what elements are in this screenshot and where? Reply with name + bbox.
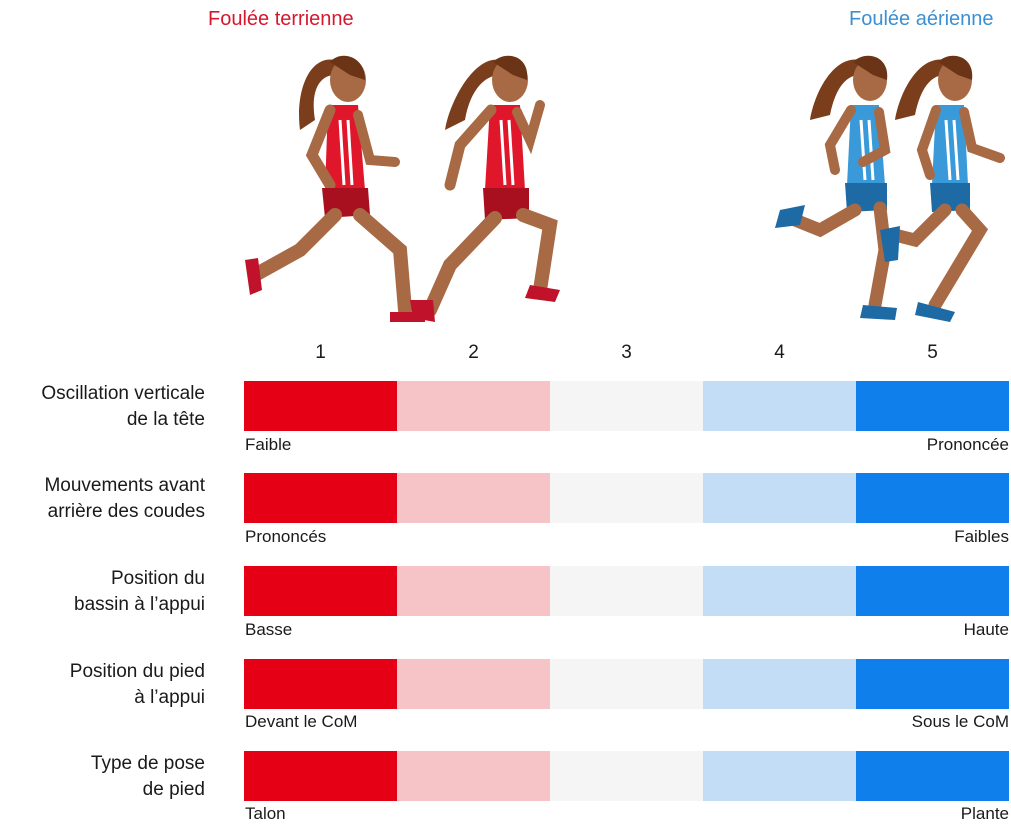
left-end-label: Prononcés bbox=[245, 527, 327, 546]
left-end-label: Devant le CoM bbox=[245, 712, 358, 731]
right-end-label: Plante bbox=[960, 804, 1009, 823]
scale-bar-foot-strike bbox=[244, 751, 1009, 801]
scale-segment-5 bbox=[856, 381, 1009, 431]
row-label-head-oscillation: Oscillation verticale de la tête bbox=[41, 383, 205, 430]
scale-segment-3 bbox=[550, 381, 703, 431]
scale-segment-3 bbox=[550, 566, 703, 616]
scale-segment-3 bbox=[550, 659, 703, 709]
right-end-label: Prononcée bbox=[926, 435, 1009, 454]
left-end-label: Faible bbox=[245, 435, 292, 454]
scale-segment-1 bbox=[244, 751, 397, 801]
runner-red-2-illustration bbox=[410, 55, 560, 322]
scale-segment-1 bbox=[244, 659, 397, 709]
scale-segment-1 bbox=[244, 566, 397, 616]
left-end-label: Talon bbox=[245, 804, 286, 823]
right-end-label: Sous le CoM bbox=[911, 712, 1009, 731]
runner-red-1-illustration bbox=[245, 55, 425, 322]
scale-bar-pelvis-position bbox=[244, 566, 1009, 616]
scale-segment-1 bbox=[244, 473, 397, 523]
scale-segment-5 bbox=[856, 566, 1009, 616]
scale-segment-4 bbox=[703, 566, 856, 616]
scale-segment-5 bbox=[856, 751, 1009, 801]
scale-segment-1 bbox=[244, 381, 397, 431]
scale-segment-2 bbox=[397, 659, 550, 709]
scale-segment-3 bbox=[550, 473, 703, 523]
scale-segment-4 bbox=[703, 473, 856, 523]
right-end-label: Haute bbox=[963, 620, 1009, 639]
scale-number-1: 1 bbox=[315, 342, 326, 363]
scale-number-3: 3 bbox=[621, 342, 632, 363]
scale-segment-4 bbox=[703, 659, 856, 709]
scale-segment-3 bbox=[550, 751, 703, 801]
scale-segment-2 bbox=[397, 751, 550, 801]
terrestrial-stride-title: Foulée terrienne bbox=[208, 8, 354, 30]
scale-segment-2 bbox=[397, 473, 550, 523]
row-label-elbow-movements: Mouvements avant arrière des coudes bbox=[44, 475, 205, 522]
scale-segment-4 bbox=[703, 381, 856, 431]
row-label-pelvis-position: Position du bassin à l’appui bbox=[74, 568, 205, 615]
scale-segment-2 bbox=[397, 566, 550, 616]
row-label-foot-position: Position du pied à l’appui bbox=[69, 661, 205, 708]
runner-blue-1-illustration bbox=[775, 55, 897, 320]
scale-segment-5 bbox=[856, 473, 1009, 523]
runner-illustrations bbox=[245, 55, 1005, 322]
scale-number-5: 5 bbox=[927, 342, 938, 363]
scale-segment-4 bbox=[703, 751, 856, 801]
scale-segment-2 bbox=[397, 381, 550, 431]
scale-segment-5 bbox=[856, 659, 1009, 709]
row-label-foot-strike: Type de pose de pied bbox=[90, 753, 205, 800]
aerial-stride-title: Foulée aérienne bbox=[849, 8, 994, 30]
runner-blue-2-illustration bbox=[880, 55, 1005, 322]
right-end-label: Faibles bbox=[954, 527, 1009, 546]
scale-bar-head-oscillation bbox=[244, 381, 1009, 431]
scale-bar-elbow-movements bbox=[244, 473, 1009, 523]
scale-number-2: 2 bbox=[468, 342, 479, 363]
scale-bar-foot-position bbox=[244, 659, 1009, 709]
left-end-label: Basse bbox=[245, 620, 293, 639]
scale-number-4: 4 bbox=[774, 342, 785, 363]
